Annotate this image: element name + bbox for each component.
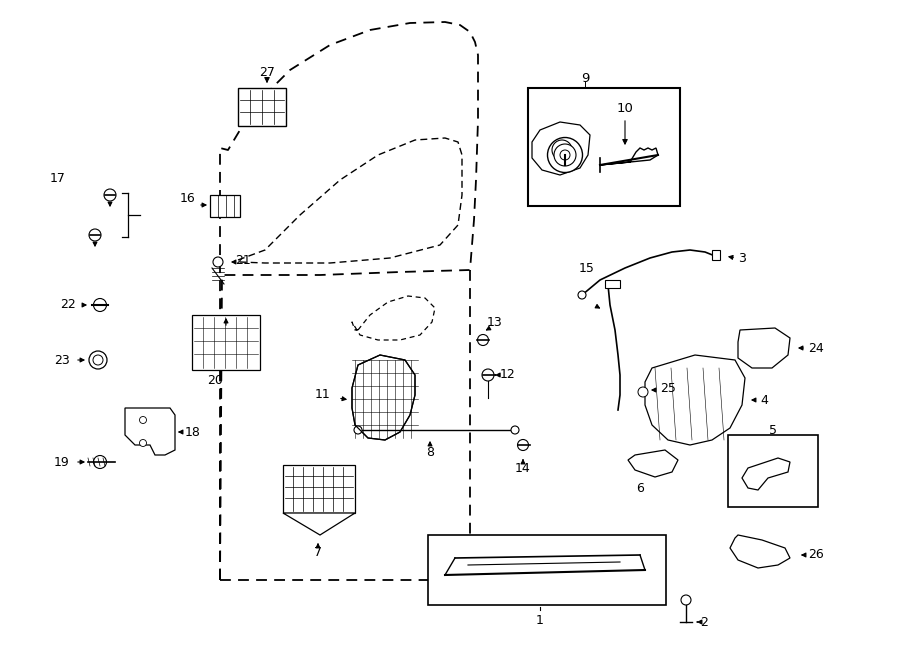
Text: 13: 13 bbox=[487, 315, 503, 329]
Bar bbox=[728, 435, 818, 507]
Ellipse shape bbox=[638, 387, 648, 397]
Text: 19: 19 bbox=[54, 455, 70, 469]
Ellipse shape bbox=[140, 440, 147, 446]
Polygon shape bbox=[600, 148, 658, 165]
Text: 11: 11 bbox=[314, 389, 330, 401]
Polygon shape bbox=[730, 535, 790, 568]
Text: 6: 6 bbox=[636, 481, 644, 494]
Bar bbox=[528, 88, 680, 206]
Text: 15: 15 bbox=[579, 262, 595, 274]
Polygon shape bbox=[645, 355, 745, 445]
Bar bbox=[238, 88, 286, 126]
Ellipse shape bbox=[94, 455, 106, 469]
Ellipse shape bbox=[547, 137, 582, 173]
Text: 27: 27 bbox=[259, 65, 274, 79]
Text: 25: 25 bbox=[660, 381, 676, 395]
Ellipse shape bbox=[482, 369, 494, 381]
Text: 1: 1 bbox=[536, 613, 544, 627]
Bar bbox=[210, 195, 240, 217]
Text: 3: 3 bbox=[738, 251, 746, 264]
Ellipse shape bbox=[354, 426, 362, 434]
Polygon shape bbox=[532, 122, 590, 175]
Text: 10: 10 bbox=[616, 102, 634, 114]
Polygon shape bbox=[125, 408, 175, 455]
Text: 26: 26 bbox=[808, 549, 824, 561]
Polygon shape bbox=[628, 450, 678, 477]
Bar bbox=[428, 535, 666, 605]
Ellipse shape bbox=[140, 416, 147, 424]
Ellipse shape bbox=[518, 440, 528, 451]
Text: 2: 2 bbox=[700, 615, 708, 629]
Polygon shape bbox=[283, 513, 355, 535]
Text: 5: 5 bbox=[769, 424, 777, 436]
Ellipse shape bbox=[104, 189, 116, 201]
Text: 18: 18 bbox=[185, 426, 201, 438]
Bar bbox=[192, 315, 260, 370]
Ellipse shape bbox=[552, 140, 572, 160]
Text: 22: 22 bbox=[60, 299, 76, 311]
Text: 4: 4 bbox=[760, 393, 768, 407]
Polygon shape bbox=[352, 355, 415, 440]
Text: 20: 20 bbox=[207, 373, 223, 387]
Ellipse shape bbox=[93, 355, 103, 365]
Ellipse shape bbox=[213, 257, 223, 267]
Text: 23: 23 bbox=[54, 354, 70, 366]
Bar bbox=[605, 280, 620, 288]
Text: 17: 17 bbox=[50, 171, 66, 184]
Ellipse shape bbox=[560, 150, 570, 160]
Bar bbox=[283, 465, 355, 513]
Ellipse shape bbox=[94, 299, 106, 311]
Ellipse shape bbox=[511, 426, 519, 434]
Polygon shape bbox=[738, 328, 790, 368]
Text: 14: 14 bbox=[515, 461, 531, 475]
Text: 16: 16 bbox=[179, 192, 195, 204]
Text: 7: 7 bbox=[314, 545, 322, 559]
Ellipse shape bbox=[681, 595, 691, 605]
Ellipse shape bbox=[89, 351, 107, 369]
Ellipse shape bbox=[478, 334, 489, 346]
Bar bbox=[712, 250, 720, 260]
Ellipse shape bbox=[89, 229, 101, 241]
Text: 12: 12 bbox=[500, 368, 516, 381]
Text: 9: 9 bbox=[580, 71, 590, 85]
Text: 21: 21 bbox=[235, 254, 251, 266]
Ellipse shape bbox=[554, 144, 576, 166]
Text: 8: 8 bbox=[426, 446, 434, 459]
Polygon shape bbox=[742, 458, 790, 490]
Text: 24: 24 bbox=[808, 342, 824, 354]
Ellipse shape bbox=[578, 291, 586, 299]
